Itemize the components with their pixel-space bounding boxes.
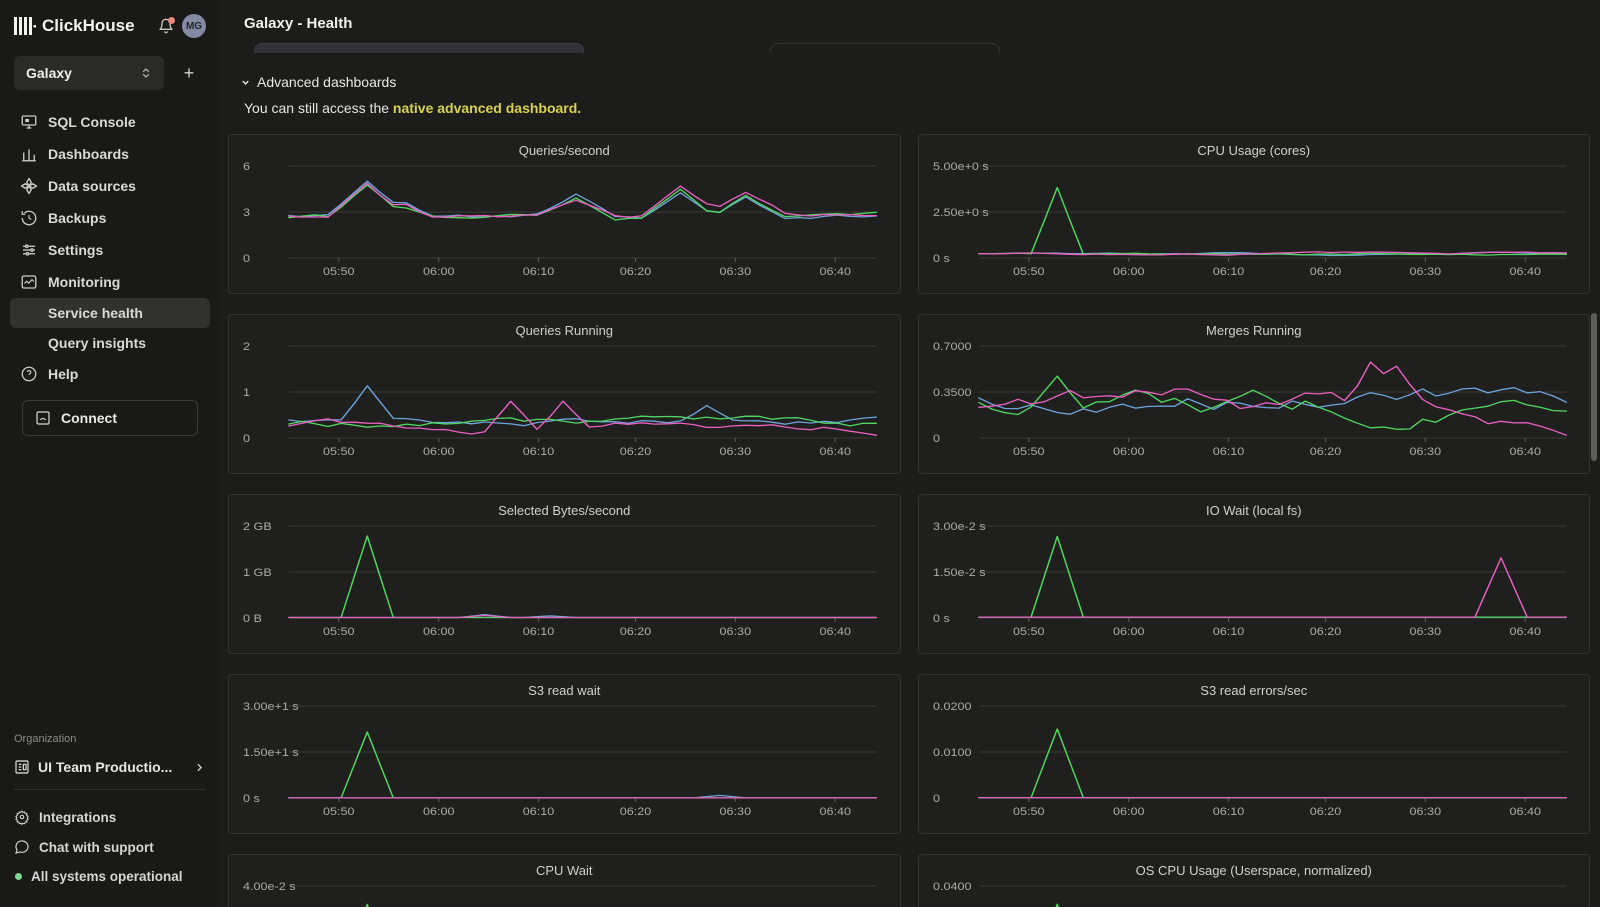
svg-text:06:10: 06:10 <box>1212 805 1244 818</box>
svg-text:06:40: 06:40 <box>1509 805 1541 818</box>
svg-text:05:50: 05:50 <box>1013 265 1045 278</box>
svg-text:0.0400: 0.0400 <box>933 880 972 893</box>
svg-text:06:10: 06:10 <box>523 625 555 638</box>
svg-text:0 s: 0 s <box>933 252 950 265</box>
svg-text:1.50e-2 s: 1.50e-2 s <box>933 566 986 579</box>
svg-text:06:00: 06:00 <box>1112 805 1144 818</box>
svg-text:2 GB: 2 GB <box>243 520 272 533</box>
svg-text:06:30: 06:30 <box>1409 625 1441 638</box>
svg-text:06:00: 06:00 <box>423 805 455 818</box>
svg-text:06:20: 06:20 <box>1309 805 1341 818</box>
svg-text:1 GB: 1 GB <box>243 566 272 579</box>
svg-text:05:50: 05:50 <box>1013 805 1045 818</box>
svg-text:06:40: 06:40 <box>819 625 851 638</box>
svg-text:06:00: 06:00 <box>1112 265 1144 278</box>
svg-text:06:30: 06:30 <box>720 265 752 278</box>
svg-text:06:00: 06:00 <box>423 445 455 458</box>
svg-text:05:50: 05:50 <box>323 625 355 638</box>
svg-text:06:10: 06:10 <box>1212 625 1244 638</box>
svg-text:3.00e+1 s: 3.00e+1 s <box>243 700 299 713</box>
svg-text:06:40: 06:40 <box>1509 445 1541 458</box>
svg-text:06:20: 06:20 <box>620 265 652 278</box>
svg-text:05:50: 05:50 <box>1013 445 1045 458</box>
svg-text:06:00: 06:00 <box>1112 625 1144 638</box>
svg-text:0: 0 <box>243 252 250 265</box>
svg-text:0 s: 0 s <box>933 612 950 625</box>
svg-text:06:10: 06:10 <box>1212 265 1244 278</box>
svg-text:06:20: 06:20 <box>620 445 652 458</box>
svg-text:3.00e-2 s: 3.00e-2 s <box>933 520 986 533</box>
svg-text:06:00: 06:00 <box>1112 445 1144 458</box>
svg-text:06:40: 06:40 <box>819 445 851 458</box>
svg-text:1: 1 <box>243 386 250 399</box>
svg-text:06:20: 06:20 <box>1309 625 1341 638</box>
svg-text:06:00: 06:00 <box>423 625 455 638</box>
svg-text:06:30: 06:30 <box>720 805 752 818</box>
svg-text:6: 6 <box>243 160 250 173</box>
svg-text:3: 3 <box>243 206 250 219</box>
svg-text:06:30: 06:30 <box>720 445 752 458</box>
svg-text:06:00: 06:00 <box>423 265 455 278</box>
svg-text:06:20: 06:20 <box>1309 445 1341 458</box>
svg-text:06:30: 06:30 <box>720 625 752 638</box>
svg-text:05:50: 05:50 <box>323 265 355 278</box>
svg-text:5.00e+0 s: 5.00e+0 s <box>933 160 989 173</box>
svg-text:06:20: 06:20 <box>620 805 652 818</box>
svg-text:06:10: 06:10 <box>1212 445 1244 458</box>
svg-text:05:50: 05:50 <box>323 805 355 818</box>
svg-text:06:10: 06:10 <box>523 445 555 458</box>
svg-text:05:50: 05:50 <box>1013 625 1045 638</box>
svg-text:06:30: 06:30 <box>1409 805 1441 818</box>
svg-text:06:30: 06:30 <box>1409 265 1441 278</box>
svg-text:4.00e-2 s: 4.00e-2 s <box>243 880 296 893</box>
svg-text:0.0100: 0.0100 <box>933 746 972 759</box>
svg-text:06:30: 06:30 <box>1409 445 1441 458</box>
svg-text:2: 2 <box>243 340 250 353</box>
svg-text:0.0200: 0.0200 <box>933 700 972 713</box>
svg-text:0 s: 0 s <box>243 792 260 805</box>
svg-text:06:40: 06:40 <box>1509 625 1541 638</box>
svg-text:06:10: 06:10 <box>523 805 555 818</box>
svg-text:2.50e+0 s: 2.50e+0 s <box>933 206 989 219</box>
svg-text:0.3500: 0.3500 <box>933 386 972 399</box>
svg-text:0: 0 <box>243 432 250 445</box>
svg-text:0: 0 <box>933 432 940 445</box>
svg-text:06:20: 06:20 <box>620 625 652 638</box>
svg-text:06:40: 06:40 <box>1509 265 1541 278</box>
svg-text:0: 0 <box>933 792 940 805</box>
svg-text:0 B: 0 B <box>243 612 262 625</box>
svg-text:1.50e+1 s: 1.50e+1 s <box>243 746 299 759</box>
svg-text:05:50: 05:50 <box>323 445 355 458</box>
svg-text:06:40: 06:40 <box>819 805 851 818</box>
svg-text:06:20: 06:20 <box>1309 265 1341 278</box>
svg-text:06:40: 06:40 <box>819 265 851 278</box>
svg-text:06:10: 06:10 <box>523 265 555 278</box>
svg-text:0.7000: 0.7000 <box>933 340 972 353</box>
